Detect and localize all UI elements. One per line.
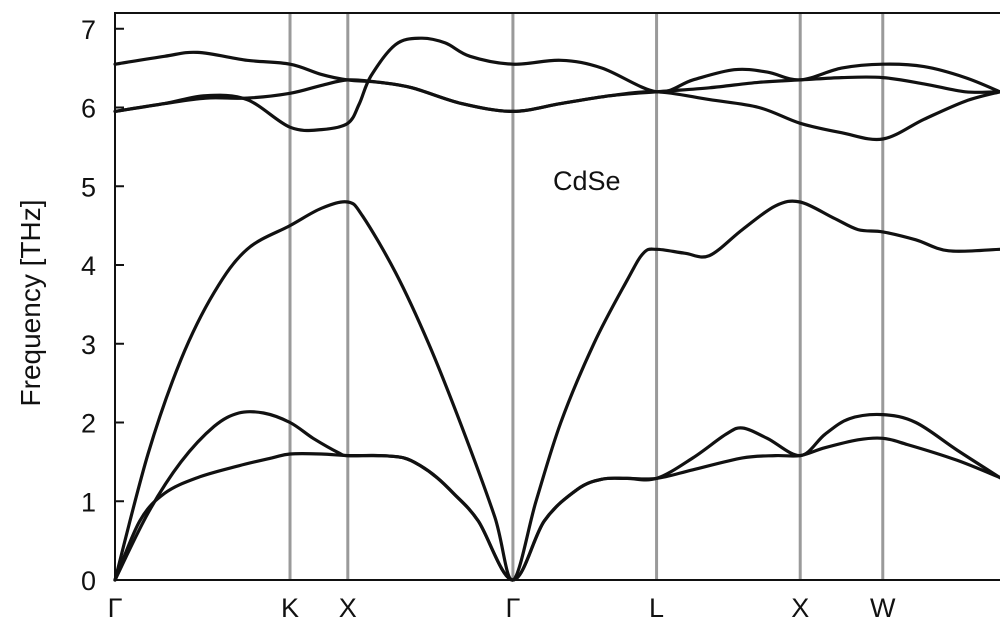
x-tick-label: Γ [505, 593, 520, 623]
bands-group [113, 36, 1000, 582]
y-tick-label: 4 [81, 251, 96, 281]
y-axis-label: Frequency [THz] [15, 200, 46, 407]
y-tick-label: 5 [81, 172, 96, 202]
x-tick-label: Γ [108, 593, 123, 623]
y-tick-label: 1 [81, 487, 96, 517]
y-tick-label: 6 [81, 94, 96, 124]
y-tick-label: 2 [81, 409, 96, 439]
band-line-1 [113, 436, 1000, 582]
y-tick-label: 0 [81, 566, 96, 596]
y-tick-label: 7 [81, 15, 96, 45]
band-line-3 [113, 199, 1000, 582]
symmetry-lines-group [288, 13, 885, 580]
x-tick-label: W [870, 593, 896, 623]
band-line-6 [113, 75, 1000, 113]
band-line-4 [113, 36, 1000, 133]
plot-frame [114, 12, 1000, 581]
x-tick-label: X [791, 593, 809, 623]
x-tick-label: X [339, 593, 357, 623]
chart-annotation: CdSe [553, 166, 621, 196]
y-ticks-group: 0 1 2 3 4 5 6 7 [81, 15, 124, 596]
x-tick-label: K [281, 593, 299, 623]
y-tick-label: 3 [81, 330, 96, 360]
x-tick-label: L [649, 593, 664, 623]
